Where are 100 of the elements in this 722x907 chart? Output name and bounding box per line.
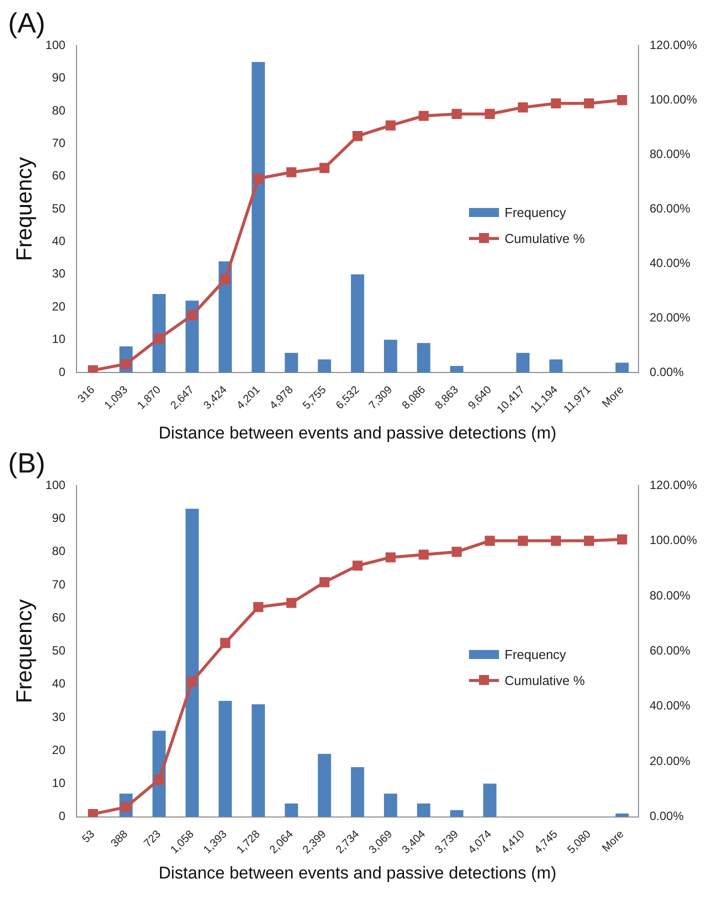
bar [318, 754, 332, 817]
y2-tick-label: 100.00% [650, 533, 698, 548]
point [584, 98, 594, 108]
point [386, 120, 396, 130]
y-tick-label: 0 [58, 809, 66, 824]
bar [384, 794, 398, 817]
y-tick-label: 90 [52, 511, 66, 526]
y-tick-label: 20 [52, 299, 66, 314]
y-tick-label: 90 [52, 70, 66, 85]
point [187, 310, 198, 320]
point [617, 534, 628, 544]
y2-tick-label: 100.00% [650, 92, 698, 106]
bar [284, 352, 298, 372]
point [418, 550, 429, 560]
point [253, 173, 264, 184]
x-axis-title: Distance between events and passive detections (m) [158, 423, 556, 442]
y-tick-label: 70 [52, 577, 66, 592]
y2-tick-label: 0.00% [650, 364, 684, 379]
point [484, 536, 495, 546]
y2-tick-label: 120.00% [650, 478, 698, 492]
x-axis-title: Distance between events and passive detections (m) [158, 863, 556, 882]
y-tick-label: 0 [58, 364, 66, 379]
bar [450, 810, 464, 817]
y-tick-label: 10 [52, 332, 66, 346]
point [452, 546, 462, 557]
bar [615, 362, 629, 372]
point [319, 577, 330, 588]
y-tick-label: 70 [52, 136, 66, 150]
point [187, 676, 198, 687]
bar [318, 359, 332, 372]
point [518, 536, 528, 546]
y-tick-label: 30 [52, 266, 66, 281]
y-tick-label: 60 [52, 610, 66, 624]
y2-tick-label: 60.00% [650, 644, 691, 658]
bar [218, 700, 232, 817]
y-tick-label: 20 [52, 742, 66, 757]
bar [284, 804, 298, 817]
legend-label: Cumulative % [504, 230, 585, 246]
chart-title: (A) [8, 8, 46, 39]
point [617, 95, 628, 106]
y-axis-title: Frequency [11, 157, 36, 262]
y-tick-label: 40 [52, 676, 66, 691]
y-tick-label: 50 [52, 644, 66, 658]
point [352, 131, 363, 142]
bar [252, 62, 265, 372]
y-tick-label: 100 [45, 478, 66, 492]
point [518, 102, 528, 112]
point [154, 333, 164, 344]
point [550, 98, 561, 108]
point [88, 365, 98, 372]
y-tick-label: 30 [52, 710, 66, 724]
point [418, 110, 429, 121]
bar [350, 274, 364, 372]
point [220, 638, 230, 648]
y-tick-label: 40 [52, 234, 66, 248]
legend-label: Cumulative % [504, 672, 585, 688]
y2-tick-label: 40.00% [650, 698, 691, 713]
bar [384, 340, 398, 372]
y2-tick-label: 40.00% [650, 256, 691, 270]
legend-label: Frequency [504, 646, 566, 662]
y2-tick-label: 20.00% [650, 310, 691, 324]
point [286, 598, 296, 608]
bar [417, 343, 430, 372]
legend-label: Frequency [504, 204, 566, 220]
bar [252, 704, 265, 817]
point [550, 536, 561, 546]
point [386, 552, 396, 562]
y-tick-label: 80 [52, 544, 66, 558]
point [286, 167, 296, 178]
bar [417, 804, 430, 817]
chart-title: (B) [8, 448, 46, 479]
bar [350, 767, 364, 817]
y-tick-label: 100 [45, 38, 66, 52]
y2-tick-label: 120.00% [650, 38, 698, 52]
point [484, 108, 495, 120]
point [352, 560, 363, 571]
y2-tick-label: 80.00% [650, 588, 691, 602]
x-tick-label: 723 [142, 828, 164, 850]
y2-tick-label: 60.00% [650, 201, 691, 216]
x-tick-label: 388 [108, 828, 130, 850]
point [88, 809, 98, 817]
x-tick-label: 316 [76, 384, 98, 406]
point [584, 536, 594, 546]
bar [186, 508, 199, 817]
point [220, 274, 230, 284]
bar [450, 366, 464, 372]
point [452, 108, 462, 120]
bar [549, 359, 563, 372]
point [154, 774, 164, 785]
y2-tick-label: 80.00% [650, 146, 691, 161]
y2-tick-label: 0.00% [650, 809, 684, 824]
y-tick-label: 50 [52, 201, 66, 216]
point [253, 602, 264, 612]
point [319, 162, 330, 173]
y-axis-title: Frequency [11, 599, 36, 704]
bar [483, 784, 496, 817]
x-tick-label: 53 [80, 828, 98, 846]
y-tick-label: 10 [52, 776, 66, 790]
y-tick-label: 80 [52, 103, 66, 118]
y2-tick-label: 20.00% [650, 754, 691, 768]
